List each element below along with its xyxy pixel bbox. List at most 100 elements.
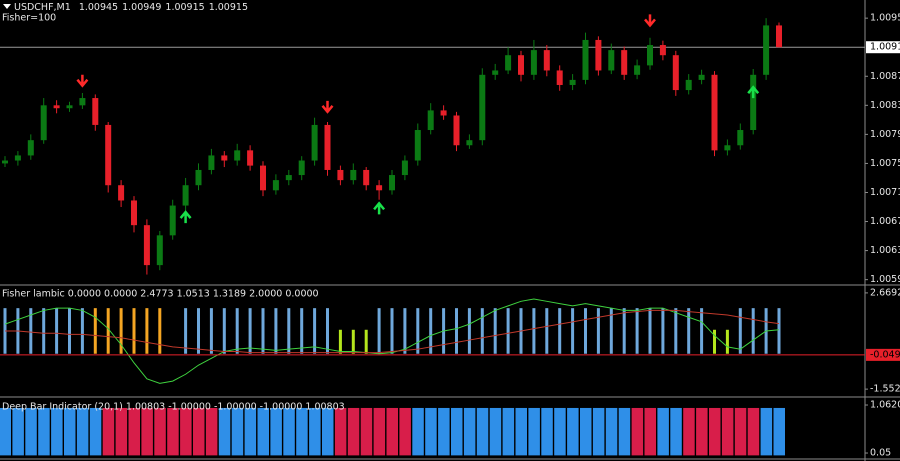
candle-body — [414, 130, 421, 161]
candle-body — [724, 145, 731, 151]
candle-body — [530, 50, 537, 75]
bar — [360, 407, 373, 456]
candle-body — [105, 124, 112, 186]
candle-body — [272, 180, 279, 191]
bar — [412, 407, 424, 456]
candle-body — [556, 70, 563, 85]
candle-body — [234, 150, 241, 161]
histogram-bar — [571, 308, 575, 354]
histogram-bar — [390, 308, 394, 354]
bar — [64, 407, 76, 456]
histogram-bar — [467, 308, 471, 354]
chart-subtitle: Fisher=100 — [2, 13, 56, 24]
bar — [657, 407, 669, 456]
bar — [102, 407, 115, 456]
buy-arrow — [179, 210, 192, 224]
bar — [76, 407, 89, 456]
histogram-bar — [661, 308, 665, 354]
candle-body — [401, 160, 408, 176]
bar — [683, 407, 695, 456]
histogram-bar — [687, 308, 691, 354]
candle-body — [311, 124, 318, 161]
histogram-bar — [713, 329, 716, 354]
histogram-bar — [119, 308, 123, 354]
bar — [205, 407, 218, 456]
y-tick-label: 2.6692 — [870, 287, 900, 298]
bar — [631, 407, 644, 456]
y-tick-label: -1.5523 — [870, 384, 900, 395]
bar — [734, 407, 747, 456]
bar — [709, 407, 721, 456]
candle-body — [337, 169, 344, 181]
symbol-menu-icon[interactable] — [3, 4, 11, 9]
bar — [670, 407, 682, 456]
candle-body — [324, 124, 331, 170]
last-bar-value: 1.00915 — [165, 2, 204, 13]
candle-body — [221, 155, 228, 161]
bar — [154, 407, 166, 456]
candle-body — [389, 175, 395, 191]
last-price-box — [866, 41, 900, 54]
histogram-bar — [145, 308, 149, 354]
candle-body — [543, 50, 550, 71]
candle-body — [118, 185, 125, 201]
bar — [89, 407, 102, 456]
candle-body — [698, 74, 705, 80]
level-label: -0.0495 — [870, 349, 900, 360]
bar — [25, 407, 37, 456]
y-tick-label: 1.00635 — [870, 245, 900, 256]
candle-body — [79, 98, 86, 106]
histogram-bar — [29, 308, 33, 354]
last-bar-value: 1.00945 — [79, 2, 118, 13]
bar — [696, 407, 708, 456]
histogram-bar — [506, 308, 510, 354]
histogram-bar — [674, 308, 678, 354]
bar — [438, 407, 450, 456]
bar — [747, 407, 760, 456]
candle-body — [685, 79, 692, 91]
candle-body — [672, 55, 679, 91]
bar — [489, 407, 502, 456]
histogram-bar — [80, 308, 84, 354]
candle-body — [595, 39, 602, 71]
candle-body — [750, 74, 757, 131]
bar — [386, 407, 398, 456]
histogram-bar — [545, 308, 549, 354]
histogram-bar — [338, 329, 342, 354]
candle-body — [182, 185, 189, 206]
histogram-bar — [351, 329, 355, 354]
candle-body — [518, 55, 524, 75]
candle-body — [763, 25, 770, 75]
indicator-title: Fisher lambic 0.0000 0.0000 2.4773 1.051… — [2, 289, 319, 300]
bar — [554, 407, 566, 456]
histogram-bar — [700, 308, 704, 354]
bar — [373, 407, 386, 456]
candle-body — [776, 25, 782, 48]
bar — [322, 407, 334, 456]
histogram-bar — [261, 308, 265, 354]
candle-body — [711, 74, 718, 151]
bar — [515, 407, 527, 456]
last-bar-value: 1.00949 — [122, 2, 161, 13]
y-tick-label: 1.00675 — [870, 216, 900, 227]
candle-body — [479, 74, 486, 141]
bar — [592, 407, 605, 456]
candle-body — [208, 155, 215, 170]
bar — [773, 407, 785, 456]
histogram-bar — [777, 308, 781, 354]
candle-body — [634, 65, 641, 75]
candle-body — [363, 169, 370, 186]
bar — [0, 407, 11, 456]
y-tick-label: 1.06208 — [870, 400, 900, 411]
candle-body — [350, 169, 357, 181]
histogram-bar — [42, 308, 46, 354]
bar — [451, 407, 463, 456]
histogram-bar — [93, 308, 97, 354]
histogram-bar — [429, 308, 433, 354]
histogram-bar — [248, 308, 252, 354]
bar — [721, 407, 734, 456]
bar — [270, 407, 282, 456]
buy-arrow — [373, 201, 386, 215]
